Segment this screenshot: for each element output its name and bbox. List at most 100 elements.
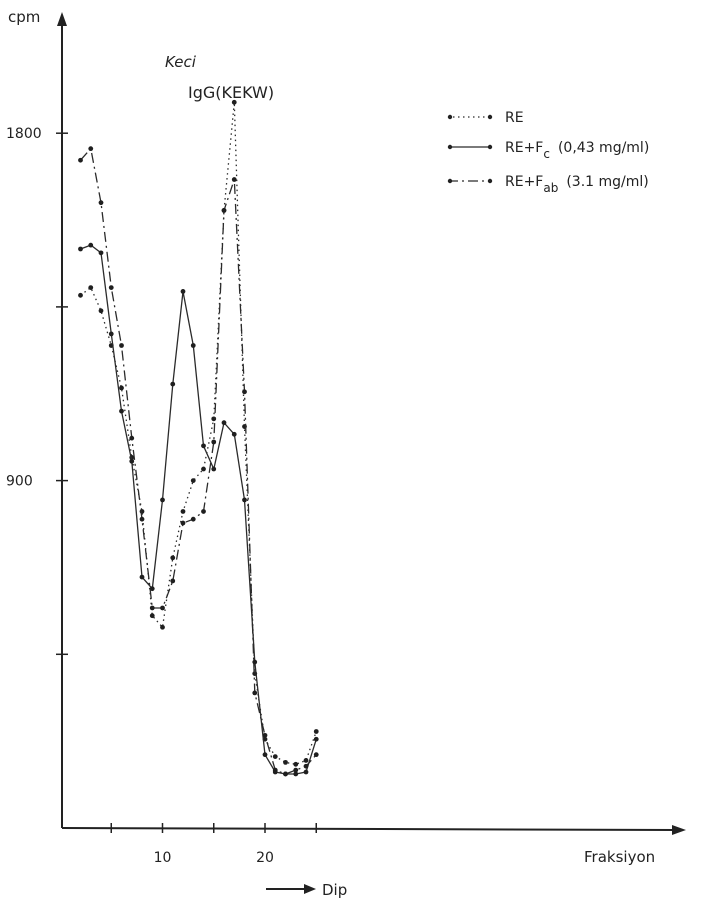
data-point	[149, 586, 155, 592]
data-point	[129, 435, 135, 441]
data-point	[160, 624, 165, 630]
data-point	[262, 752, 268, 758]
data-point	[98, 250, 104, 256]
data-point	[313, 736, 319, 742]
legend-label-base: RE	[505, 110, 524, 126]
data-point	[119, 343, 124, 348]
series-group	[78, 99, 319, 777]
legend-label-subscript: c	[543, 147, 550, 161]
data-point	[180, 520, 186, 526]
x-axis-line	[61, 827, 677, 831]
data-point	[170, 555, 176, 561]
data-point	[119, 408, 124, 414]
data-point	[88, 242, 94, 248]
data-point	[108, 285, 114, 290]
legend-label-base: RE+F	[505, 174, 543, 190]
data-point	[149, 605, 155, 611]
series-line	[80, 147, 317, 775]
data-point	[252, 690, 258, 696]
data-point	[88, 146, 94, 152]
data-point	[293, 771, 299, 777]
data-point	[211, 466, 217, 472]
dip-arrow	[266, 884, 316, 894]
legend-label-subscript: ab	[543, 181, 558, 195]
data-point	[190, 516, 196, 522]
data-point	[201, 509, 206, 514]
data-point	[231, 431, 237, 437]
data-point	[221, 420, 227, 426]
data-point	[149, 613, 155, 619]
data-point	[252, 659, 258, 665]
y-axis-arrow	[57, 12, 67, 26]
data-point	[98, 200, 104, 206]
data-point	[88, 285, 94, 290]
series-line	[80, 244, 317, 775]
x-axis-arrow	[672, 825, 686, 835]
axes	[57, 12, 686, 835]
data-point	[170, 381, 176, 387]
data-point	[180, 509, 186, 514]
legend-marker	[447, 144, 453, 150]
legend-label-base: RE+F	[505, 140, 543, 156]
series-2	[78, 242, 319, 777]
data-point	[190, 343, 196, 348]
data-point	[313, 752, 319, 758]
y-axis-label: cpm	[8, 8, 40, 26]
legend-marker	[447, 114, 453, 120]
series-1	[78, 99, 319, 767]
data-point	[211, 439, 217, 445]
data-point	[170, 578, 176, 584]
data-point	[201, 466, 206, 472]
x-axis-label: Fraksiyon	[584, 848, 655, 866]
data-point	[129, 458, 135, 464]
antigen-annotation: IgG(KEKW)	[188, 83, 274, 102]
legend-marker	[487, 114, 493, 120]
data-point	[139, 516, 145, 522]
data-point	[139, 574, 145, 580]
data-point	[160, 497, 165, 503]
data-point	[221, 208, 227, 213]
data-point	[78, 157, 83, 163]
legend-label: RE+Fab (3.1 mg/ml)	[505, 174, 649, 195]
data-point	[293, 767, 299, 773]
data-point	[272, 754, 278, 759]
data-point	[98, 308, 104, 314]
data-point	[160, 605, 165, 611]
data-point	[231, 99, 237, 105]
series-3	[78, 146, 319, 777]
legend-marker	[447, 178, 453, 184]
legend-label: RE+Fc (0,43 mg/ml)	[505, 140, 649, 161]
data-point	[283, 759, 288, 765]
data-point	[231, 177, 237, 182]
data-point	[242, 497, 247, 503]
x-tick-label: 20	[256, 850, 274, 866]
data-point	[78, 292, 83, 298]
x-tick-label: 10	[154, 850, 172, 866]
data-point	[313, 729, 319, 734]
data-point	[119, 385, 124, 391]
species-annotation: Keci	[165, 53, 197, 71]
dip-label: Dip	[322, 881, 347, 899]
legend-marker	[487, 144, 493, 150]
ticks: 10 20 900 1800	[6, 126, 317, 866]
data-point	[272, 767, 278, 773]
y-tick-label: 900	[6, 474, 33, 490]
data-point	[190, 478, 196, 483]
data-point	[283, 771, 288, 777]
legend-label-concentration: (0,43 mg/ml)	[558, 140, 649, 156]
data-point	[180, 289, 186, 294]
data-point	[303, 769, 309, 775]
legend-marker	[487, 178, 493, 184]
data-point	[108, 331, 114, 337]
data-point	[78, 246, 83, 252]
data-point	[262, 732, 268, 738]
data-point	[242, 389, 247, 395]
legend-label-concentration: (3.1 mg/ml)	[566, 174, 648, 190]
legend-label: RE	[505, 110, 524, 126]
data-point	[201, 443, 206, 449]
data-point	[303, 763, 309, 769]
data-point	[293, 761, 299, 767]
y-tick-label: 1800	[6, 126, 42, 142]
